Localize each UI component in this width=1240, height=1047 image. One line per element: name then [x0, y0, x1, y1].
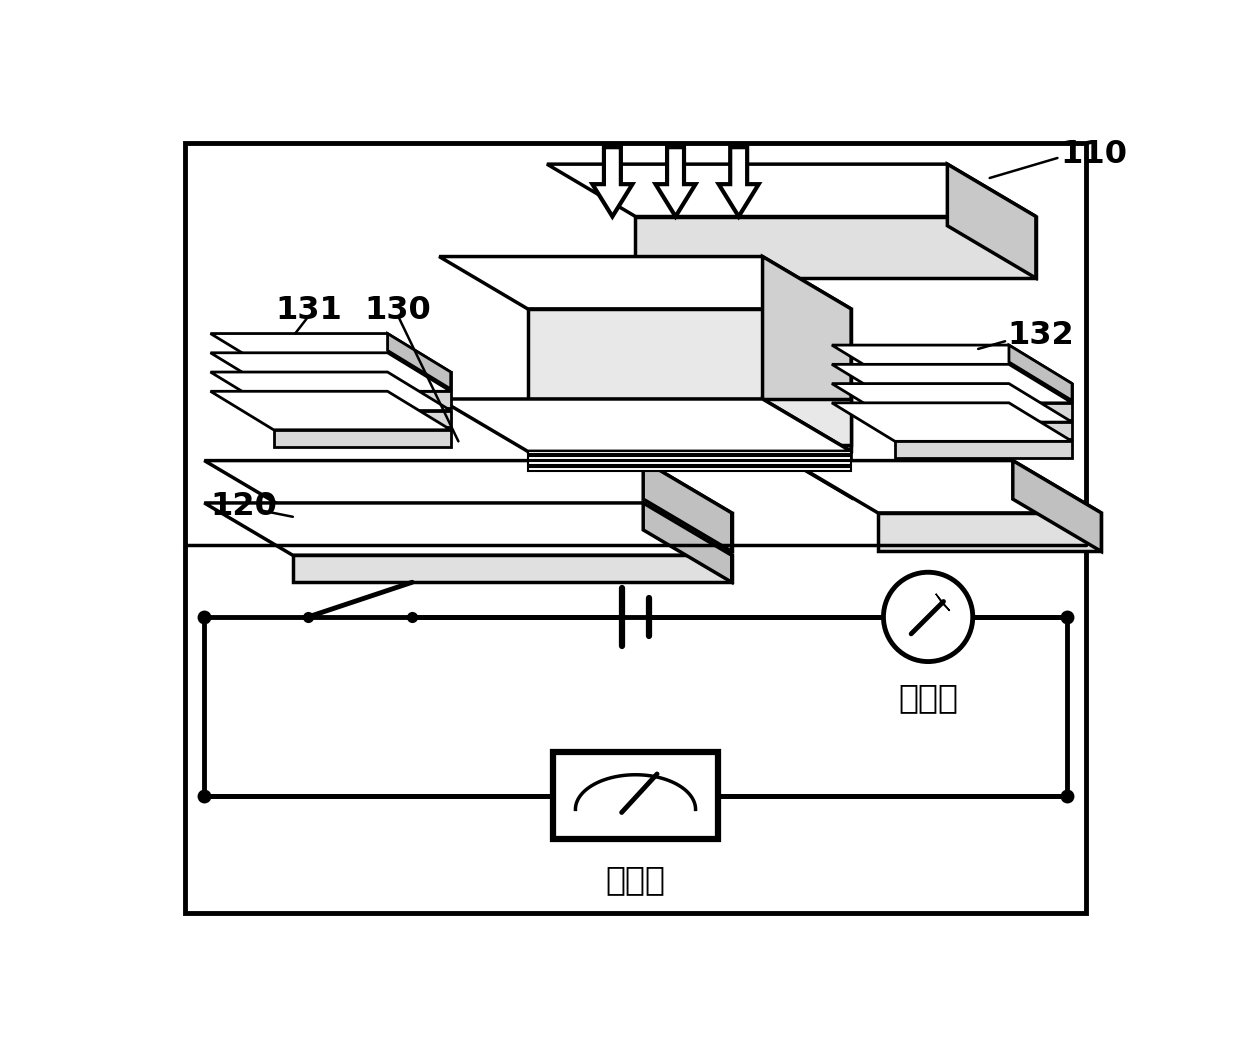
Polygon shape [635, 217, 1035, 279]
Text: 131: 131 [275, 295, 342, 326]
Polygon shape [947, 164, 1035, 279]
Polygon shape [205, 503, 732, 555]
Polygon shape [439, 399, 851, 451]
Text: 130: 130 [365, 295, 432, 326]
Polygon shape [211, 392, 450, 429]
Polygon shape [832, 403, 1073, 442]
Text: 电流表: 电流表 [898, 682, 959, 714]
Polygon shape [832, 346, 1073, 383]
Polygon shape [211, 334, 450, 372]
Text: 132: 132 [1007, 320, 1074, 352]
Polygon shape [528, 467, 851, 470]
Polygon shape [205, 461, 732, 513]
Polygon shape [593, 148, 632, 217]
Polygon shape [895, 383, 1073, 401]
Polygon shape [439, 257, 851, 309]
Polygon shape [528, 456, 851, 460]
Polygon shape [553, 752, 718, 840]
Polygon shape [274, 429, 450, 447]
Polygon shape [274, 392, 450, 408]
Polygon shape [293, 555, 732, 582]
Polygon shape [936, 594, 950, 610]
Polygon shape [528, 399, 851, 445]
Polygon shape [656, 148, 696, 217]
Polygon shape [763, 257, 851, 451]
Polygon shape [528, 450, 851, 454]
Text: 电压表: 电压表 [605, 863, 666, 896]
Text: 120: 120 [211, 491, 278, 522]
Polygon shape [1013, 461, 1101, 552]
Polygon shape [895, 403, 1073, 420]
Polygon shape [644, 461, 732, 552]
Polygon shape [211, 353, 450, 392]
Polygon shape [211, 372, 450, 410]
Polygon shape [763, 399, 851, 497]
Polygon shape [293, 513, 732, 552]
Polygon shape [274, 410, 450, 427]
Polygon shape [1009, 346, 1073, 401]
Circle shape [883, 573, 972, 662]
Polygon shape [895, 422, 1073, 439]
Polygon shape [528, 309, 851, 451]
Polygon shape [790, 461, 1101, 513]
Text: 110: 110 [1060, 139, 1127, 171]
Polygon shape [547, 164, 1035, 217]
Polygon shape [719, 148, 759, 217]
Polygon shape [895, 442, 1073, 459]
Polygon shape [185, 142, 1086, 913]
Polygon shape [274, 372, 450, 389]
Polygon shape [832, 383, 1073, 422]
Polygon shape [388, 334, 450, 389]
Polygon shape [528, 462, 851, 465]
Polygon shape [644, 503, 732, 582]
Polygon shape [832, 364, 1073, 403]
Polygon shape [878, 513, 1101, 552]
